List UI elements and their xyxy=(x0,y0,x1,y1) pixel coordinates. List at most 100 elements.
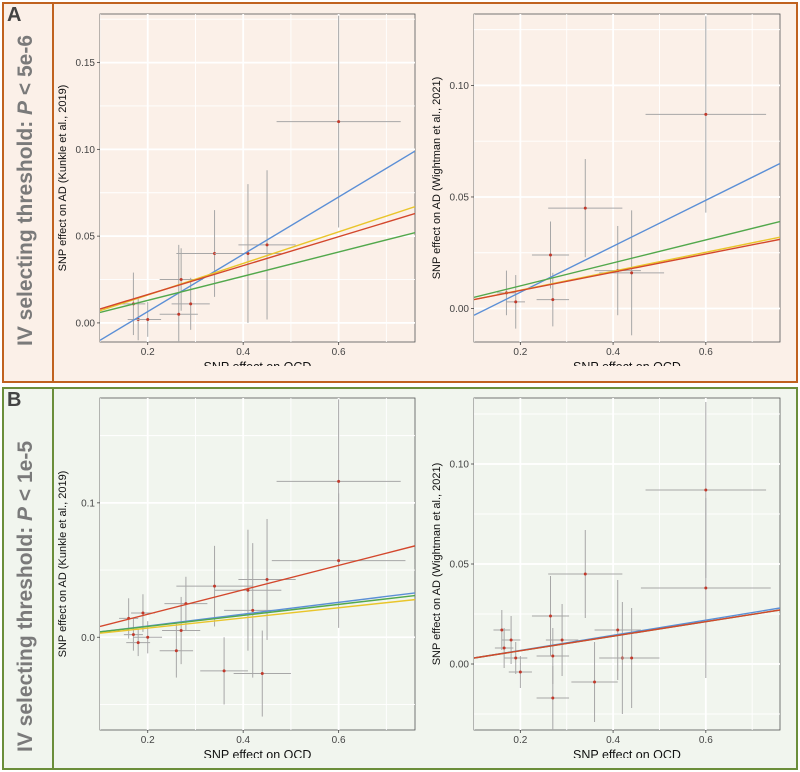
y-tick-label: 0.10 xyxy=(450,460,470,471)
data-point xyxy=(222,669,226,673)
data-point xyxy=(260,672,264,676)
data-point xyxy=(131,633,135,637)
data-point xyxy=(502,646,506,650)
data-point xyxy=(583,206,587,210)
grid-lines xyxy=(100,398,415,730)
data-point xyxy=(551,654,555,658)
data-point xyxy=(583,572,587,576)
x-axis-title: SNP effect on OCD xyxy=(204,360,312,366)
regression-line-green xyxy=(100,594,415,633)
data-point xyxy=(251,608,255,612)
x-tick-label: 0.6 xyxy=(332,347,346,358)
regression-line-green xyxy=(100,231,415,314)
data-point xyxy=(514,300,518,304)
data-point xyxy=(179,278,183,282)
x-tick-label: 0.4 xyxy=(606,735,620,746)
threshold-label-p: P xyxy=(14,100,37,115)
data-point xyxy=(509,638,513,642)
data-point xyxy=(704,488,708,492)
data-point xyxy=(337,120,341,124)
x-axis-title: SNP effect on OCD xyxy=(573,360,681,366)
y-axis-title: SNP effect on AD (Kunkle et al., 2019) xyxy=(57,85,69,272)
data-point xyxy=(551,298,555,302)
data-points xyxy=(121,15,401,342)
grid-lines xyxy=(474,14,780,342)
threshold-label-prefix: IV selecting threshold: xyxy=(14,520,37,752)
data-point xyxy=(179,629,183,633)
x-tick-label: 0.6 xyxy=(699,735,713,746)
regression-lines xyxy=(100,150,415,341)
data-point xyxy=(265,243,269,247)
data-point xyxy=(146,317,150,321)
grid-lines xyxy=(100,14,415,342)
threshold-label-suffix: < 5e-6 xyxy=(14,34,37,101)
x-tick-label: 0.4 xyxy=(606,347,620,358)
x-axis-title: SNP effect on OCD xyxy=(573,748,681,758)
data-point xyxy=(549,614,552,618)
regression-lines xyxy=(100,545,415,634)
data-point xyxy=(616,628,620,632)
y-tick-label: 0.00 xyxy=(450,660,470,671)
x-tick-label: 0.6 xyxy=(699,347,713,358)
x-tick-label: 0.2 xyxy=(141,347,155,358)
data-point xyxy=(174,649,178,653)
regression-line-blue xyxy=(100,150,415,341)
data-point xyxy=(500,628,504,632)
data-point xyxy=(177,312,181,316)
scatter-plot-a-wightman: 0.2 0.4 0.6 0.00 0.05 0.10 SNP effect on OCD SN… xyxy=(431,13,781,366)
y-tick-label: 0.10 xyxy=(76,145,96,156)
y-tick-label: 0.05 xyxy=(450,192,470,203)
regression-lines xyxy=(474,162,780,316)
y-tick-label: 0.1 xyxy=(81,498,95,509)
data-point xyxy=(246,251,250,255)
threshold-label-prefix: IV selecting threshold: xyxy=(14,114,37,346)
regression-line-yellow xyxy=(100,598,415,634)
data-point xyxy=(704,112,708,116)
regression-line-green xyxy=(474,220,780,299)
y-tick-label: 0.00 xyxy=(76,318,96,329)
data-points xyxy=(493,402,771,730)
x-tick-label: 0.2 xyxy=(513,735,527,746)
data-point xyxy=(265,577,269,581)
y-axis-title: SNP effect on AD (Kunkle et al., 2019) xyxy=(57,471,69,658)
data-point xyxy=(549,253,552,257)
y-tick-label: 0.15 xyxy=(76,58,96,69)
data-point xyxy=(518,670,522,674)
panel-a-divider xyxy=(52,4,54,381)
scatter-plot-a-kunkle: 0.2 0.4 0.6 0.00 0.05 0.10 0.15 SNP effect on O… xyxy=(57,13,416,366)
y-tick-label: 0.00 xyxy=(450,304,470,315)
data-point xyxy=(189,302,193,306)
data-point xyxy=(560,638,564,642)
data-points xyxy=(119,399,406,717)
regression-lines xyxy=(474,607,780,659)
y-tick-label: 0.05 xyxy=(76,232,96,243)
y-tick-label: 0.05 xyxy=(450,560,470,571)
regression-line-red xyxy=(474,238,780,301)
x-tick-label: 0.2 xyxy=(141,735,155,746)
x-tick-label: 0.4 xyxy=(236,735,250,746)
data-point xyxy=(630,271,634,275)
data-point xyxy=(337,479,341,483)
data-point xyxy=(141,611,145,615)
panel-b-letter: B xyxy=(7,389,22,411)
x-tick-label: 0.4 xyxy=(236,347,250,358)
grid-lines xyxy=(474,398,780,730)
panel-b-threshold-label: IV selecting threshold: P < 1e-5 xyxy=(14,441,38,752)
regression-line-red xyxy=(100,212,415,310)
scatter-plot-b-kunkle: 0.2 0.4 0.6 0.0 0.1 SNP effect on OCD SNP effe… xyxy=(57,397,416,758)
regression-line-red xyxy=(100,545,415,628)
panel-a-letter: A xyxy=(7,4,22,26)
y-axis-title: SNP effect on AD (Wightman et al., 2021) xyxy=(431,463,443,666)
data-point xyxy=(551,696,555,700)
threshold-label-p: P xyxy=(14,506,37,521)
x-tick-label: 0.6 xyxy=(332,735,346,746)
x-axis-title: SNP effect on OCD xyxy=(204,748,312,758)
y-tick-label: 0.0 xyxy=(81,633,95,644)
data-point xyxy=(630,656,634,660)
threshold-label-suffix: < 1e-5 xyxy=(14,440,37,507)
data-point xyxy=(337,559,341,563)
data-point xyxy=(213,584,217,588)
data-point xyxy=(704,586,708,590)
regression-line-red xyxy=(474,609,780,659)
panel-b-frame xyxy=(2,387,798,770)
